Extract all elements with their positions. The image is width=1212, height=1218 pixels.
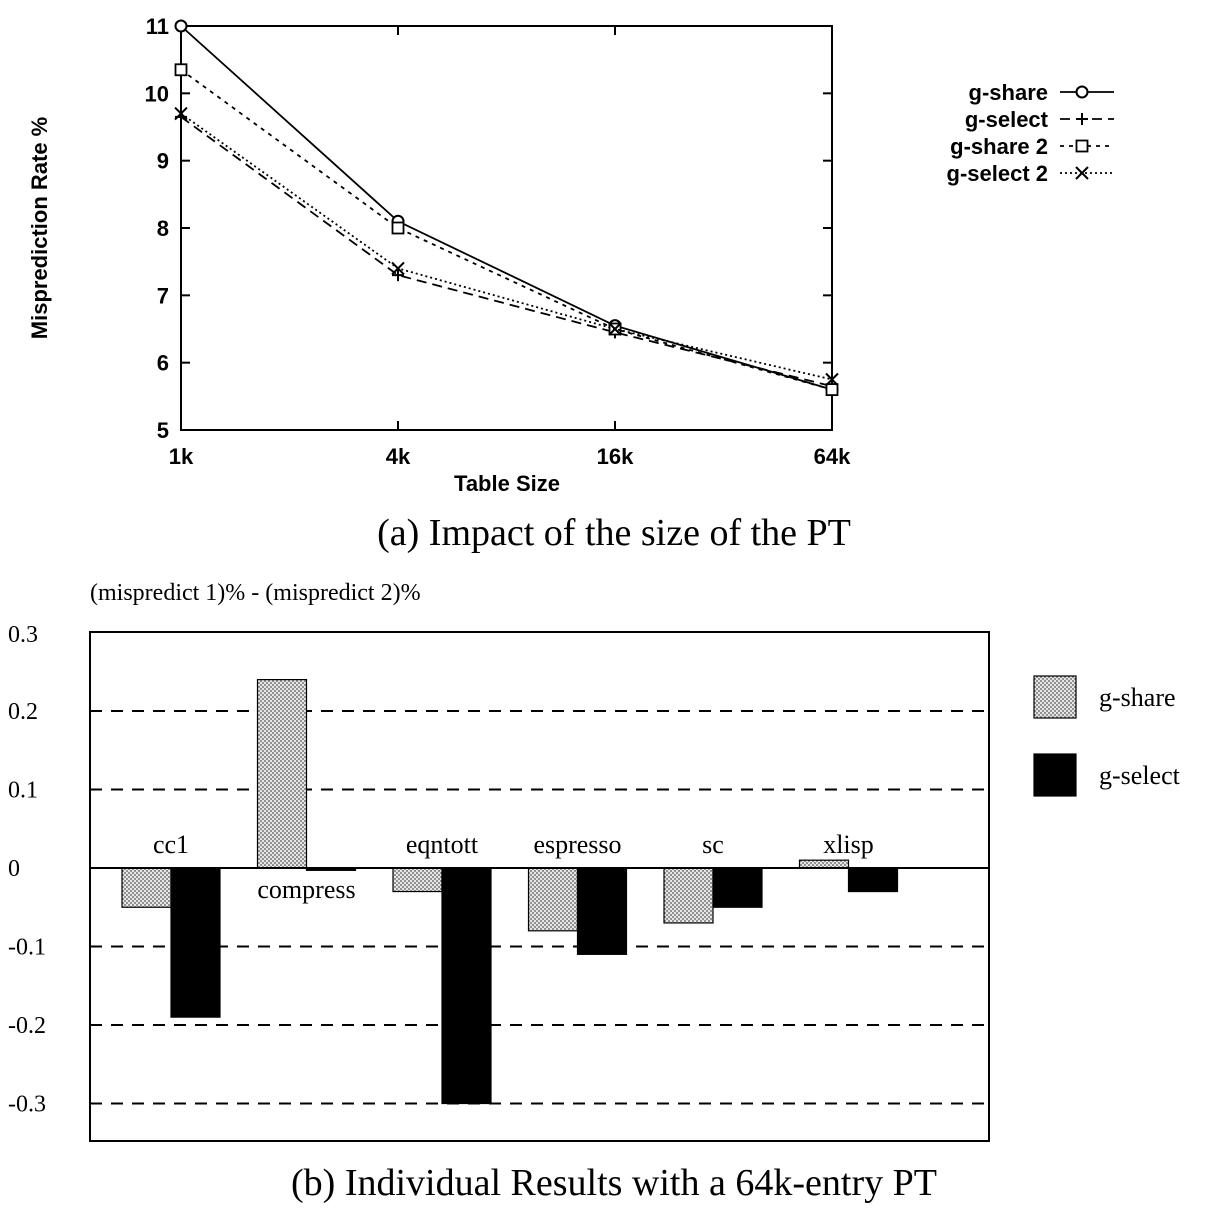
series-group: [174, 19, 839, 397]
series-g-share: [174, 19, 839, 397]
y-tick-label: 9: [157, 149, 169, 174]
bar-group-eqntott: [392, 867, 492, 1105]
bar-group-espresso: [527, 867, 628, 955]
y-tick-label: 0.3: [8, 622, 38, 648]
category-label: espresso: [533, 830, 621, 859]
data-point: [391, 261, 405, 276]
x-tick-label: 64k: [814, 444, 851, 469]
bar-g-share: [121, 867, 172, 908]
data-point: [825, 383, 839, 397]
data-point: [174, 106, 188, 121]
legend-label: g-share 2: [950, 134, 1048, 159]
y-tick-label: 0: [8, 856, 20, 882]
legend: g-share g-select: [1033, 675, 1181, 797]
legend-swatch: [1033, 675, 1077, 719]
legend-marker: [1075, 85, 1089, 99]
bar-group-sc: [663, 867, 763, 924]
data-point: [608, 322, 622, 336]
y-tick-label: -0.1: [8, 935, 46, 961]
grid: [90, 710, 989, 1105]
bar-g-share: [798, 859, 850, 869]
y-tick-label: -0.3: [8, 1092, 46, 1118]
bar-group-cc1: [121, 867, 221, 1018]
bar-group-compress: [256, 678, 357, 871]
legend-label: g-select: [1099, 761, 1181, 790]
legend-marker: [1075, 139, 1089, 153]
legend-item: g-select: [1033, 753, 1181, 797]
bar-g-share: [392, 867, 443, 893]
category-label: eqntott: [406, 830, 479, 859]
bar-g-select: [170, 867, 221, 1018]
y-tick-label: 10: [145, 81, 169, 106]
legend-label: g-select: [965, 107, 1049, 132]
legend-label: g-share: [1099, 683, 1176, 712]
legend-item: g-select 2: [947, 161, 1114, 186]
x-tick-label: 1k: [169, 444, 194, 469]
data-point: [174, 19, 188, 33]
bar-g-select: [847, 867, 899, 893]
category-labels: cc1 compress eqntott espresso sc xlisp: [153, 830, 874, 904]
plot-frame: [180, 25, 833, 431]
y-tick-label: 0.2: [8, 699, 38, 725]
x-axis-label: Table Size: [454, 471, 560, 496]
legend-label: g-share: [969, 80, 1048, 105]
bar-g-select: [441, 867, 492, 1105]
bar-g-share: [527, 867, 579, 932]
data-point: [825, 372, 839, 387]
legend-marker: [1076, 113, 1088, 125]
data-point: [174, 63, 188, 77]
y-tick-label: 0.1: [8, 778, 38, 804]
y-tick-label: 8: [157, 216, 169, 241]
y-axis: 0.3 0.2 0.1 0 -0.1 -0.2 -0.3: [8, 622, 46, 1118]
y-tick-label: 7: [157, 283, 169, 308]
category-label: xlisp: [823, 830, 874, 859]
category-label: sc: [702, 830, 724, 859]
category-label: compress: [257, 875, 355, 904]
series-line: [180, 69, 833, 391]
y-axis-label: Misprediction Rate %: [27, 117, 52, 339]
series-line: [180, 116, 833, 388]
category-label: cc1: [153, 830, 189, 859]
y-axis-label: (mispredict 1)% - (mispredict 2)%: [90, 580, 421, 606]
y-axis: 5 6 7 8 9 10 11: [145, 14, 832, 443]
y-tick-label: -0.2: [8, 1013, 46, 1039]
y-tick-label: 6: [157, 351, 169, 376]
x-tick-label: 4k: [386, 444, 411, 469]
series-g-select-2: [174, 106, 839, 387]
legend-item: g-share: [969, 80, 1114, 105]
legend-marker: [1075, 166, 1089, 180]
chart-caption: (a) Impact of the size of the PT: [377, 512, 851, 554]
y-tick-label: 5: [157, 418, 169, 443]
bar-g-select: [576, 867, 628, 955]
legend-swatch: [1033, 753, 1077, 797]
series-line: [180, 25, 833, 391]
legend-item: g-select: [965, 107, 1114, 132]
series-g-select: [175, 110, 838, 393]
legend-label: g-select 2: [947, 161, 1049, 186]
data-point: [392, 269, 404, 282]
series-g-share-2: [174, 63, 839, 397]
x-tick-label: 16k: [597, 444, 634, 469]
legend-item: g-share 2: [950, 134, 1114, 159]
bar-chart-panel: (mispredict 1)% - (mispredict 2)% 0.3 0.2…: [8, 580, 1181, 1204]
line-chart-panel: 5 6 7 8 9 10 11 1k 4k 16k 64k Misprediction Rate …: [27, 14, 1114, 554]
bar-g-share: [663, 867, 714, 924]
data-point: [391, 221, 405, 235]
bar-g-share: [256, 678, 308, 869]
y-tick-label: 11: [146, 14, 169, 39]
x-axis: 1k 4k 16k 64k: [169, 26, 851, 469]
series-line: [180, 112, 833, 381]
chart-caption: (b) Individual Results with a 64k-entry …: [291, 1162, 937, 1204]
bar-g-select: [712, 867, 763, 908]
bar-group-xlisp: [798, 859, 899, 893]
plot-frame: [89, 631, 990, 1142]
bars-group: [121, 678, 899, 1105]
legend-item: g-share: [1033, 675, 1176, 719]
